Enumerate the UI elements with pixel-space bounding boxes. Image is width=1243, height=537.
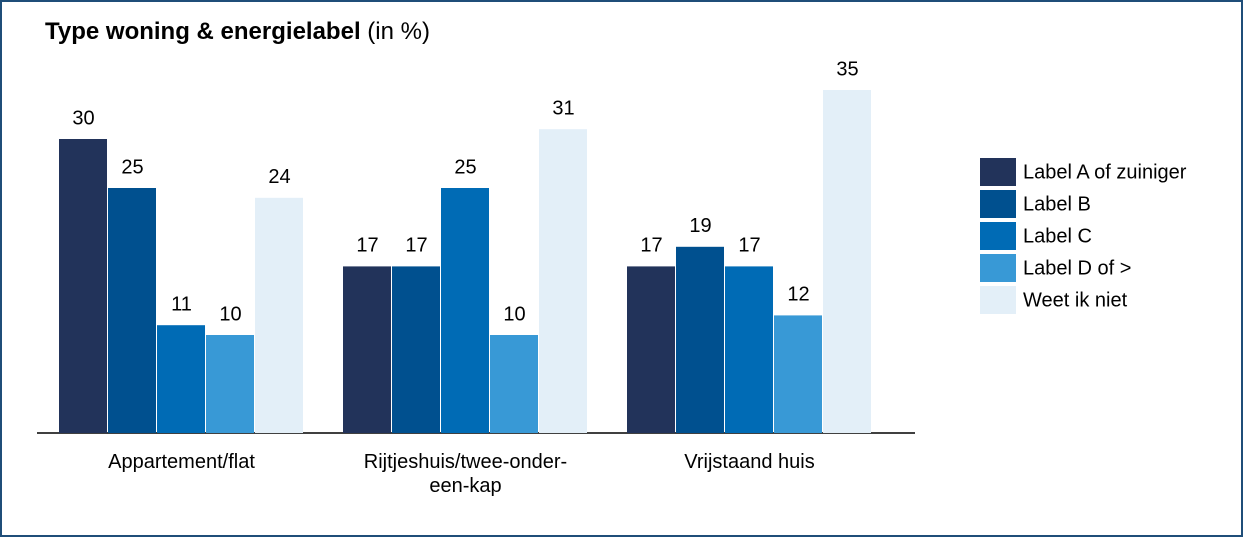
bar — [539, 129, 587, 433]
bar — [627, 266, 675, 433]
legend-swatch — [980, 286, 1016, 314]
data-label: 19 — [689, 215, 711, 237]
data-label: 17 — [356, 235, 378, 257]
data-label: 10 — [503, 303, 525, 325]
bar — [157, 325, 205, 433]
x-tick-label: Rijtjeshuis/twee-onder-een-kap — [363, 451, 568, 497]
data-label: 25 — [121, 156, 143, 178]
data-label: 10 — [219, 303, 241, 325]
chart-title: Type woning & energielabel (in %) — [45, 18, 430, 45]
data-label: 17 — [640, 235, 662, 257]
legend-label: Label D of > — [1023, 257, 1131, 279]
data-label: 30 — [72, 107, 94, 129]
legend-swatch — [980, 190, 1016, 218]
legend-label: Label B — [1023, 193, 1091, 215]
bar — [255, 197, 303, 433]
bar — [490, 335, 538, 433]
bar — [676, 246, 724, 433]
legend-swatch — [980, 222, 1016, 250]
bar — [823, 90, 871, 433]
bar — [206, 335, 254, 433]
bar — [725, 266, 773, 433]
legend-label: Weet ik niet — [1023, 289, 1128, 311]
legend-label: Label C — [1023, 225, 1092, 247]
data-label: 12 — [787, 284, 809, 306]
bar — [441, 188, 489, 433]
legend-label: Label A of zuiniger — [1023, 161, 1187, 183]
title: Type woning & energielabel — [45, 18, 361, 45]
bar — [774, 315, 822, 433]
legend-swatch — [980, 254, 1016, 282]
x-tick-label: Appartement/flat — [108, 451, 255, 473]
bar — [343, 266, 391, 433]
bar — [108, 188, 156, 433]
bar — [59, 139, 107, 433]
data-label: 11 — [171, 293, 192, 315]
bar — [392, 266, 440, 433]
data-label: 17 — [738, 235, 760, 257]
legend-swatch — [980, 158, 1016, 186]
unit: (in %) — [367, 18, 430, 45]
data-label: 17 — [405, 235, 427, 257]
x-tick-label: Vrijstaand huis — [684, 451, 815, 473]
data-label: 25 — [454, 156, 476, 178]
data-label: 24 — [268, 166, 290, 188]
data-label: 35 — [836, 58, 858, 80]
data-label: 31 — [552, 97, 574, 119]
